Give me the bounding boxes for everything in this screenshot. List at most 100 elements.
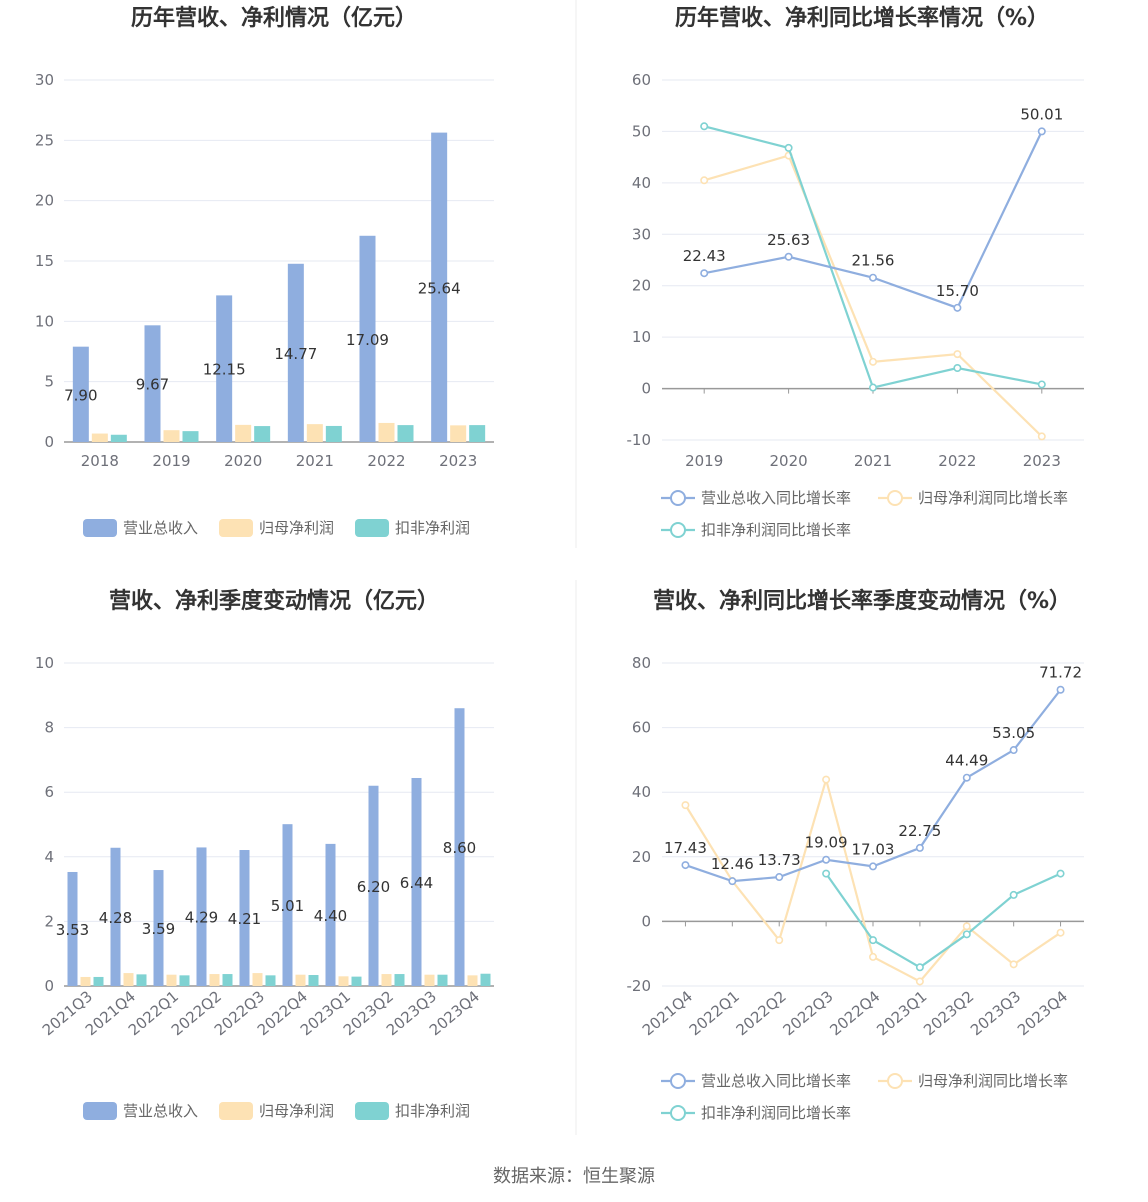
point-0-2022Q2	[775, 873, 784, 882]
point-0-2021	[868, 273, 877, 282]
bar-1-2023Q4	[467, 975, 478, 986]
legend-marker	[887, 490, 903, 506]
data-label: 6.20	[357, 878, 390, 896]
x-tick-label: 2019	[685, 452, 723, 470]
bar-0-2022Q1	[153, 870, 164, 986]
y-tick-label: 0	[641, 912, 651, 930]
point-2-2019	[700, 122, 709, 131]
data-label: 3.59	[142, 920, 175, 938]
bar-1-2021	[306, 424, 323, 442]
legend-item-0: 营业总收入	[83, 519, 198, 537]
chart-title: 营收、净利季度变动情况（亿元）	[109, 588, 439, 614]
series-line-2	[825, 872, 1062, 969]
data-label: 4.29	[185, 909, 218, 927]
legend-item-1: 归母净利润	[219, 1102, 334, 1120]
x-tick-label: 2023	[1023, 452, 1061, 470]
legend-label: 扣非净利润同比增长率	[701, 1104, 851, 1122]
data-label: 53.05	[992, 724, 1035, 742]
x-tick-label: 2022Q3	[780, 987, 837, 1039]
bar-1-2021Q3	[80, 976, 91, 986]
y-tick-label: 30	[35, 71, 54, 89]
bar-0-2020	[216, 295, 233, 442]
bar-0-2023Q4	[454, 708, 465, 986]
point-1-2023Q2	[962, 922, 971, 931]
bar-1-2020	[235, 424, 252, 442]
bar-0-2022Q3	[239, 850, 250, 986]
point-2-2023Q3	[1009, 890, 1018, 899]
y-tick-label: 8	[44, 719, 54, 737]
bar-1-2023Q3	[424, 974, 435, 986]
legend-item-2: 扣非净利润同比增长率	[661, 521, 851, 539]
data-label: 19.09	[805, 834, 848, 852]
data-label: 21.56	[852, 252, 895, 270]
chart-1: 历年营收、净利情况（亿元） 0 5 10 15 20 25 30 2018 2019 2020 202…	[35, 5, 494, 537]
y-tick-label: 15	[35, 252, 54, 270]
legend-label: 扣非净利润	[395, 1102, 470, 1120]
bar-2-2023Q1	[351, 976, 362, 986]
legend-label: 归母净利润同比增长率	[918, 1072, 1068, 1090]
y-tick-label: 80	[632, 654, 651, 672]
legend-marker	[670, 490, 686, 506]
bar-1-2023Q2	[381, 974, 392, 986]
y-tick-label: 2	[44, 912, 54, 930]
data-label: 8.60	[443, 839, 476, 857]
point-1-2021	[868, 357, 877, 366]
legend-label: 归母净利润	[259, 519, 334, 537]
bar-2-2022Q2	[222, 974, 233, 986]
bar-1-2022	[378, 422, 395, 442]
point-0-2022Q4	[868, 862, 877, 871]
point-2-2022Q4	[868, 936, 877, 945]
bar-1-2023	[450, 425, 467, 442]
data-label: 14.77	[274, 345, 317, 363]
legend-label: 归母净利润	[259, 1102, 334, 1120]
point-2-2023Q1	[915, 963, 924, 972]
bar-2-2022Q3	[265, 975, 276, 986]
legend-label: 归母净利润同比增长率	[918, 489, 1068, 507]
bar-2-2021	[325, 425, 342, 442]
chart-3: 营收、净利季度变动情况（亿元）02468102021Q32021Q42022Q1…	[35, 588, 494, 1120]
x-tick-label: 2018	[81, 452, 119, 470]
data-label: 25.63	[767, 231, 810, 249]
bar-0-2021Q4	[110, 847, 121, 986]
bar-0-2023Q1	[325, 843, 336, 986]
y-tick-label: 40	[632, 174, 651, 192]
bar-2-2023	[469, 425, 486, 442]
legend-swatch	[83, 1102, 117, 1120]
x-tick-label: 2021Q4	[639, 987, 696, 1039]
point-1-2022Q4	[868, 952, 877, 961]
data-label: 12.15	[203, 361, 246, 379]
x-tick-label: 2019	[152, 452, 190, 470]
y-tick-label: 25	[35, 131, 54, 149]
legend-item-2: 扣非净利润	[355, 1102, 470, 1120]
bar-0-2022	[359, 235, 376, 442]
data-label: 71.72	[1039, 664, 1082, 682]
legend-label: 营业总收入同比增长率	[701, 489, 851, 507]
chart-2: 历年营收、净利同比增长率情况（%） -10 0 10 20 30 40 50 60 2019 202…	[627, 5, 1084, 539]
data-label: 12.46	[711, 855, 754, 873]
chart-title: 历年营收、净利同比增长率情况（%）	[675, 5, 1049, 31]
point-0-2023Q4	[1056, 685, 1065, 694]
chart-4: 营收、净利同比增长率季度变动情况（%）-200204060802021Q4202…	[627, 588, 1084, 1122]
data-label: 7.90	[64, 386, 97, 404]
data-label: 4.21	[228, 910, 261, 928]
legend-swatch	[219, 1102, 253, 1120]
bar-1-2019	[163, 430, 180, 442]
bar-0-2019	[144, 325, 161, 442]
bar-2-2018	[110, 434, 127, 442]
y-tick-label: 4	[44, 848, 54, 866]
point-1-2022Q3	[822, 775, 831, 784]
point-0-2023Q3	[1009, 746, 1018, 755]
bar-1-2018	[91, 433, 108, 442]
point-2-2022Q3	[822, 869, 831, 878]
point-2-2023	[1037, 380, 1046, 389]
y-tick-label: 10	[632, 328, 651, 346]
point-0-2020	[784, 252, 793, 261]
bar-2-2023Q3	[437, 974, 448, 986]
x-tick-label: 2021	[854, 452, 892, 470]
bar-0-2021	[287, 263, 304, 442]
x-tick-label: 2022Q1	[686, 987, 743, 1039]
point-1-2021Q4	[681, 801, 690, 810]
data-label: 22.43	[683, 247, 726, 265]
y-tick-label: 10	[35, 312, 54, 330]
bar-0-2021Q3	[67, 871, 78, 986]
